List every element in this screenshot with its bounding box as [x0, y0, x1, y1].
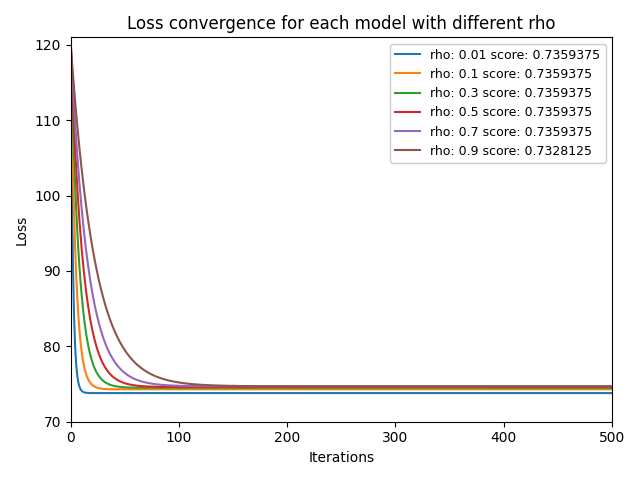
rho: 0.3 score: 0.7359375: (145, 74.5): 0.3 score: 0.7359375: (145, 74.5) — [224, 385, 232, 391]
rho: 0.1 score: 0.7359375: (500, 74.3): 0.1 score: 0.7359375: (500, 74.3) — [608, 386, 616, 392]
rho: 0.9 score: 0.7328125: (182, 74.7): 0.9 score: 0.7328125: (182, 74.7) — [264, 384, 271, 389]
rho: 0.3 score: 0.7359375: (124, 74.5): 0.3 score: 0.7359375: (124, 74.5) — [201, 385, 209, 391]
Line: rho: 0.9 score: 0.7328125: rho: 0.9 score: 0.7328125 — [71, 45, 612, 386]
rho: 0.1 score: 0.7359375: (415, 74.3): 0.1 score: 0.7359375: (415, 74.3) — [516, 386, 524, 392]
rho: 0.7 score: 0.7359375: (124, 74.7): 0.7 score: 0.7359375: (124, 74.7) — [201, 384, 209, 389]
rho: 0.1 score: 0.7359375: (0, 120): 0.1 score: 0.7359375: (0, 120) — [67, 42, 75, 48]
rho: 0.7 score: 0.7359375: (182, 74.7): 0.7 score: 0.7359375: (182, 74.7) — [264, 384, 271, 389]
rho: 0.3 score: 0.7359375: (500, 74.5): 0.3 score: 0.7359375: (500, 74.5) — [608, 385, 616, 391]
rho: 0.3 score: 0.7359375: (329, 74.5): 0.3 score: 0.7359375: (329, 74.5) — [423, 385, 431, 391]
rho: 0.7 score: 0.7359375: (414, 74.7): 0.7 score: 0.7359375: (414, 74.7) — [515, 384, 523, 389]
rho: 0.01 score: 0.7359375: (146, 73.8): 0.01 score: 0.7359375: (146, 73.8) — [225, 390, 232, 396]
rho: 0.9 score: 0.7328125: (328, 74.7): 0.9 score: 0.7328125: (328, 74.7) — [422, 384, 429, 389]
Legend: rho: 0.01 score: 0.7359375, rho: 0.1 score: 0.7359375, rho: 0.3 score: 0.7359375: rho: 0.01 score: 0.7359375, rho: 0.1 sco… — [390, 44, 605, 163]
rho: 0.3 score: 0.7359375: (323, 74.5): 0.3 score: 0.7359375: (323, 74.5) — [417, 385, 424, 391]
rho: 0.1 score: 0.7359375: (145, 74.3): 0.1 score: 0.7359375: (145, 74.3) — [224, 386, 232, 392]
rho: 0.01 score: 0.7359375: (183, 73.8): 0.01 score: 0.7359375: (183, 73.8) — [265, 390, 273, 396]
rho: 0.1 score: 0.7359375: (183, 74.3): 0.1 score: 0.7359375: (183, 74.3) — [265, 386, 273, 392]
rho: 0.3 score: 0.7359375: (0, 120): 0.3 score: 0.7359375: (0, 120) — [67, 42, 75, 48]
Line: rho: 0.5 score: 0.7359375: rho: 0.5 score: 0.7359375 — [71, 45, 612, 387]
rho: 0.5 score: 0.7359375: (328, 74.6): 0.5 score: 0.7359375: (328, 74.6) — [422, 384, 429, 390]
rho: 0.01 score: 0.7359375: (500, 73.8): 0.01 score: 0.7359375: (500, 73.8) — [608, 390, 616, 396]
rho: 0.01 score: 0.7359375: (415, 73.8): 0.01 score: 0.7359375: (415, 73.8) — [516, 390, 524, 396]
rho: 0.1 score: 0.7359375: (323, 74.3): 0.1 score: 0.7359375: (323, 74.3) — [417, 386, 424, 392]
rho: 0.01 score: 0.7359375: (323, 73.8): 0.01 score: 0.7359375: (323, 73.8) — [417, 390, 424, 396]
rho: 0.5 score: 0.7359375: (500, 74.6): 0.5 score: 0.7359375: (500, 74.6) — [608, 384, 616, 390]
rho: 0.9 score: 0.7328125: (500, 74.7): 0.9 score: 0.7328125: (500, 74.7) — [608, 384, 616, 389]
rho: 0.5 score: 0.7359375: (182, 74.6): 0.5 score: 0.7359375: (182, 74.6) — [264, 384, 271, 390]
Title: Loss convergence for each model with different rho: Loss convergence for each model with dif… — [127, 15, 556, 33]
rho: 0.9 score: 0.7328125: (0, 120): 0.9 score: 0.7328125: (0, 120) — [67, 42, 75, 48]
rho: 0.5 score: 0.7359375: (415, 74.6): 0.5 score: 0.7359375: (415, 74.6) — [516, 384, 524, 390]
rho: 0.9 score: 0.7328125: (322, 74.7): 0.9 score: 0.7328125: (322, 74.7) — [415, 384, 423, 389]
rho: 0.01 score: 0.7359375: (73, 73.8): 0.01 score: 0.7359375: (73, 73.8) — [146, 390, 154, 396]
rho: 0.5 score: 0.7359375: (124, 74.6): 0.5 score: 0.7359375: (124, 74.6) — [201, 384, 209, 390]
rho: 0.7 score: 0.7359375: (145, 74.7): 0.7 score: 0.7359375: (145, 74.7) — [224, 384, 232, 389]
Line: rho: 0.01 score: 0.7359375: rho: 0.01 score: 0.7359375 — [71, 45, 612, 393]
Line: rho: 0.3 score: 0.7359375: rho: 0.3 score: 0.7359375 — [71, 45, 612, 388]
rho: 0.1 score: 0.7359375: (124, 74.3): 0.1 score: 0.7359375: (124, 74.3) — [201, 386, 209, 392]
rho: 0.3 score: 0.7359375: (182, 74.5): 0.3 score: 0.7359375: (182, 74.5) — [264, 385, 271, 391]
Y-axis label: Loss: Loss — [15, 215, 29, 245]
rho: 0.01 score: 0.7359375: (0, 120): 0.01 score: 0.7359375: (0, 120) — [67, 42, 75, 48]
rho: 0.5 score: 0.7359375: (0, 120): 0.5 score: 0.7359375: (0, 120) — [67, 42, 75, 48]
rho: 0.5 score: 0.7359375: (405, 74.6): 0.5 score: 0.7359375: (405, 74.6) — [505, 384, 513, 390]
rho: 0.1 score: 0.7359375: (329, 74.3): 0.1 score: 0.7359375: (329, 74.3) — [423, 386, 431, 392]
rho: 0.01 score: 0.7359375: (329, 73.8): 0.01 score: 0.7359375: (329, 73.8) — [423, 390, 431, 396]
Line: rho: 0.7 score: 0.7359375: rho: 0.7 score: 0.7359375 — [71, 45, 612, 386]
rho: 0.3 score: 0.7359375: (280, 74.5): 0.3 score: 0.7359375: (280, 74.5) — [370, 385, 378, 391]
rho: 0.7 score: 0.7359375: (500, 74.7): 0.7 score: 0.7359375: (500, 74.7) — [608, 384, 616, 389]
rho: 0.9 score: 0.7328125: (124, 74.9): 0.9 score: 0.7328125: (124, 74.9) — [201, 382, 209, 388]
rho: 0.5 score: 0.7359375: (145, 74.6): 0.5 score: 0.7359375: (145, 74.6) — [224, 384, 232, 390]
X-axis label: Iterations: Iterations — [308, 451, 374, 465]
rho: 0.3 score: 0.7359375: (415, 74.5): 0.3 score: 0.7359375: (415, 74.5) — [516, 385, 524, 391]
rho: 0.7 score: 0.7359375: (0, 120): 0.7 score: 0.7359375: (0, 120) — [67, 42, 75, 48]
rho: 0.01 score: 0.7359375: (125, 73.8): 0.01 score: 0.7359375: (125, 73.8) — [202, 390, 210, 396]
rho: 0.7 score: 0.7359375: (328, 74.7): 0.7 score: 0.7359375: (328, 74.7) — [422, 384, 429, 389]
rho: 0.9 score: 0.7328125: (145, 74.8): 0.9 score: 0.7328125: (145, 74.8) — [224, 383, 232, 389]
rho: 0.9 score: 0.7328125: (414, 74.7): 0.9 score: 0.7328125: (414, 74.7) — [515, 384, 523, 389]
rho: 0.5 score: 0.7359375: (322, 74.6): 0.5 score: 0.7359375: (322, 74.6) — [415, 384, 423, 390]
rho: 0.7 score: 0.7359375: (322, 74.7): 0.7 score: 0.7359375: (322, 74.7) — [415, 384, 423, 389]
Line: rho: 0.1 score: 0.7359375: rho: 0.1 score: 0.7359375 — [71, 45, 612, 389]
rho: 0.1 score: 0.7359375: (166, 74.3): 0.1 score: 0.7359375: (166, 74.3) — [246, 386, 254, 392]
